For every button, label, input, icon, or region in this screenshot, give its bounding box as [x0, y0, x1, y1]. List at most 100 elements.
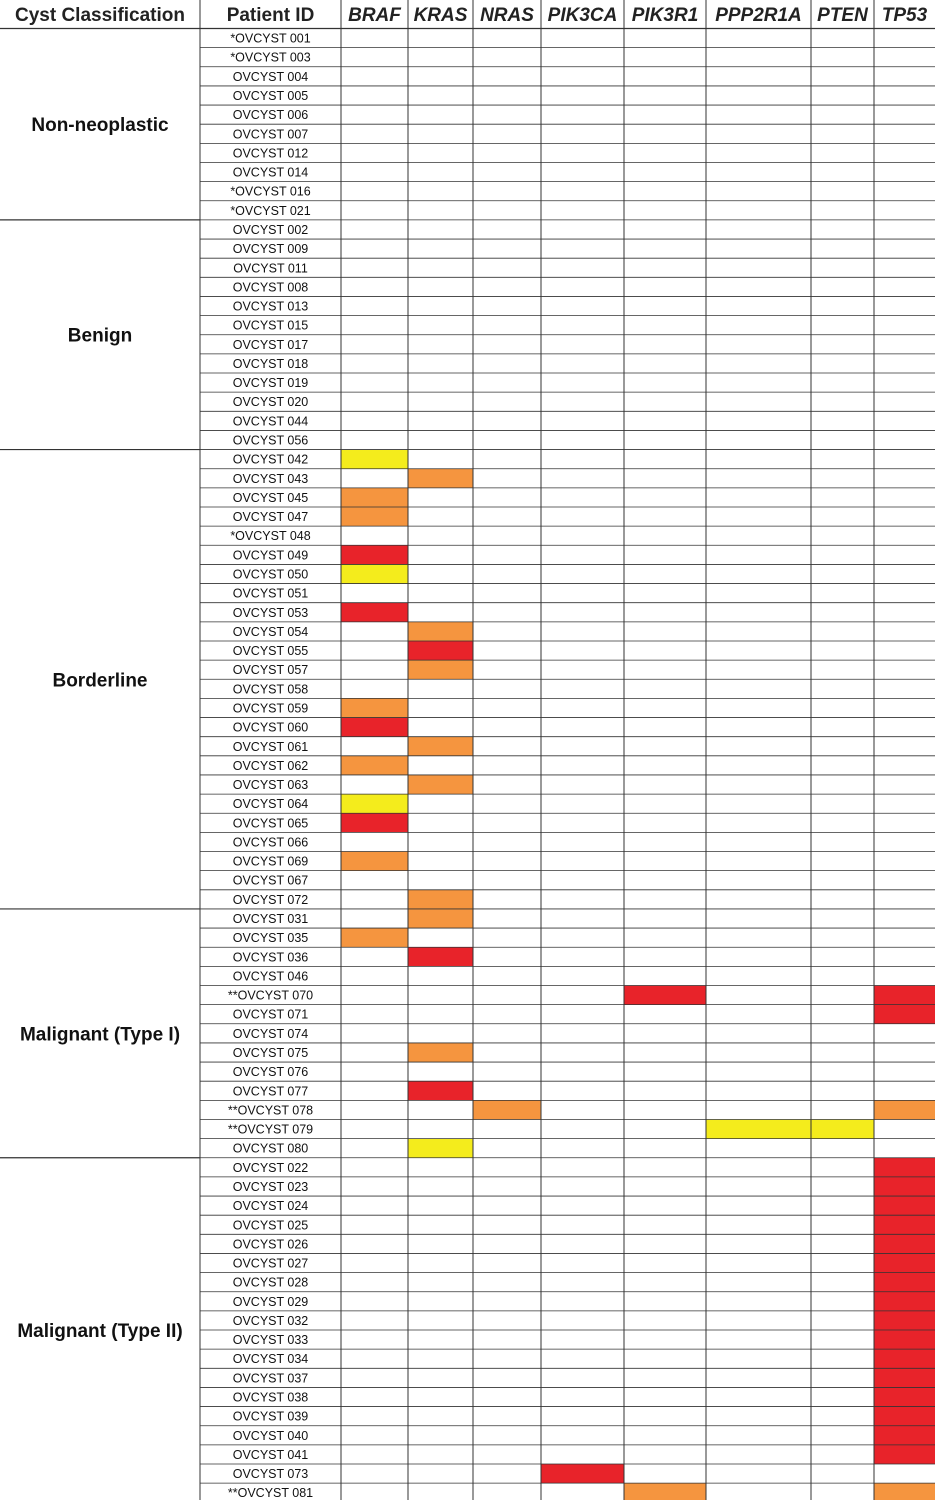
patient-id: *OVCYST 001: [230, 32, 310, 46]
gene-header-tp53: TP53: [882, 5, 928, 26]
patient-id: OVCYST 027: [233, 1257, 309, 1271]
patient-id: OVCYST 035: [233, 931, 309, 945]
mutation-cell-kras: [408, 1042, 473, 1063]
patient-id: OVCYST 031: [233, 912, 309, 926]
patient-id: OVCYST 041: [233, 1448, 309, 1462]
mutation-cell-kras: [408, 736, 473, 756]
patient-id: OVCYST 062: [233, 759, 309, 773]
patient-id: *OVCYST 048: [230, 529, 310, 543]
mutation-cell-pik3r1: [624, 1483, 706, 1500]
patient-id: OVCYST 071: [233, 1008, 309, 1022]
group-label: Benign: [68, 326, 132, 347]
patient-id: OVCYST 019: [233, 376, 309, 390]
patient-id: OVCYST 067: [233, 874, 309, 888]
mutation-cell-tp53: [874, 1100, 935, 1120]
patient-id: OVCYST 072: [233, 893, 309, 907]
patient-id: OVCYST 029: [233, 1295, 309, 1309]
mutation-cell-tp53: [874, 1425, 935, 1445]
patient-id: **OVCYST 081: [228, 1486, 313, 1500]
group-label: Malignant (Type I): [20, 1024, 180, 1045]
patient-id: OVCYST 038: [233, 1391, 309, 1405]
patient-id: OVCYST 032: [233, 1314, 309, 1328]
patient-id: OVCYST 060: [233, 721, 309, 735]
patient-id: OVCYST 045: [233, 491, 309, 505]
patient-id: OVCYST 034: [233, 1352, 309, 1366]
patient-id: **OVCYST 079: [228, 1123, 313, 1137]
patient-id: OVCYST 061: [233, 740, 309, 754]
mutation-cell-kras: [408, 1138, 473, 1158]
patient-id: OVCYST 017: [233, 338, 309, 352]
mutation-cell-braf: [341, 602, 408, 622]
patient-id: *OVCYST 003: [230, 51, 310, 65]
mutation-cell-tp53: [874, 1444, 935, 1464]
patient-id: OVCYST 058: [233, 682, 309, 696]
patient-id: OVCYST 047: [233, 510, 309, 524]
mutation-cell-braf: [341, 755, 408, 775]
mutation-cell-kras: [408, 640, 473, 661]
patient-id: OVCYST 055: [233, 644, 309, 658]
patient-id: **OVCYST 078: [228, 1103, 313, 1117]
gene-header-pik3r1: PIK3R1: [632, 5, 699, 26]
mutation-cell-pik3ca: [541, 1464, 624, 1484]
patient-id: OVCYST 059: [233, 701, 309, 715]
patient-id: OVCYST 014: [233, 166, 309, 180]
patient-id: OVCYST 040: [233, 1429, 309, 1443]
mutation-cell-kras: [408, 468, 473, 488]
column-header: Cyst Classification: [15, 5, 185, 26]
patient-id: **OVCYST 070: [228, 989, 313, 1003]
patient-id: OVCYST 076: [233, 1065, 309, 1079]
patient-id: OVCYST 022: [233, 1161, 309, 1175]
patient-id: OVCYST 015: [233, 319, 309, 333]
patient-id: *OVCYST 016: [230, 185, 310, 199]
patient-id: OVCYST 051: [233, 587, 309, 601]
patient-id: OVCYST 066: [233, 835, 309, 849]
patient-id: OVCYST 002: [233, 223, 309, 237]
mutation-cell-braf: [341, 794, 408, 814]
mutation-cell-braf: [341, 564, 408, 584]
mutation-cell-nras: [473, 1100, 541, 1120]
mutation-cell-tp53: [874, 1196, 935, 1216]
mutation-cell-pik3r1: [624, 985, 706, 1005]
gene-header-ppp2r1a: PPP2R1A: [715, 5, 802, 26]
mutation-cell-kras: [408, 774, 473, 795]
patient-id: OVCYST 039: [233, 1410, 309, 1424]
gene-header-kras: KRAS: [414, 5, 468, 26]
patient-id: OVCYST 042: [233, 453, 309, 467]
patient-id: OVCYST 077: [233, 1084, 309, 1098]
mutation-cell-kras: [408, 621, 473, 641]
patient-id: OVCYST 046: [233, 969, 309, 983]
patient-id: OVCYST 023: [233, 1180, 309, 1194]
group-label: Borderline: [52, 670, 147, 691]
mutation-cell-tp53: [874, 1406, 935, 1426]
patient-id: OVCYST 013: [233, 300, 309, 314]
patient-id: OVCYST 069: [233, 855, 309, 869]
patient-id: OVCYST 073: [233, 1467, 309, 1481]
mutation-cell-tp53: [874, 1004, 935, 1024]
patient-id: OVCYST 028: [233, 1276, 309, 1290]
mutation-cell-braf: [341, 813, 408, 833]
patient-id: OVCYST 057: [233, 663, 309, 677]
mutation-cell-tp53: [874, 1310, 935, 1331]
mutation-cell-braf: [341, 449, 408, 469]
mutation-cell-tp53: [874, 1483, 935, 1500]
mutation-cell-braf: [341, 928, 408, 948]
gene-header-braf: BRAF: [348, 5, 402, 26]
patient-id: OVCYST 009: [233, 242, 309, 256]
patient-id: OVCYST 020: [233, 395, 309, 409]
patient-id: OVCYST 011: [233, 261, 308, 275]
mutation-cell-tp53: [874, 1176, 935, 1197]
mutation-cell-tp53: [874, 1234, 935, 1254]
patient-id: OVCYST 036: [233, 950, 309, 964]
mutation-cell-braf: [341, 698, 408, 718]
gene-header-pik3ca: PIK3CA: [548, 5, 618, 26]
patient-id: OVCYST 026: [233, 1237, 309, 1251]
patient-id: OVCYST 025: [233, 1218, 309, 1232]
mutation-cell-tp53: [874, 1330, 935, 1350]
mutation-cell-braf: [341, 487, 408, 507]
patient-id: OVCYST 075: [233, 1046, 309, 1060]
patient-id: OVCYST 064: [233, 797, 309, 811]
mutation-cell-kras: [408, 889, 473, 909]
mutation-cell-braf: [341, 851, 408, 871]
patient-id: OVCYST 074: [233, 1027, 309, 1041]
